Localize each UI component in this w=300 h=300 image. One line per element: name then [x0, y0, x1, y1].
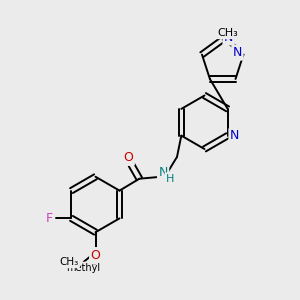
Text: methyl: methyl	[92, 264, 97, 265]
Text: O: O	[124, 152, 134, 164]
Text: O: O	[91, 248, 100, 262]
Text: CH₃: CH₃	[59, 257, 79, 267]
Text: methyl: methyl	[67, 263, 101, 273]
Text: N: N	[233, 46, 242, 59]
Text: N: N	[230, 129, 239, 142]
Text: N: N	[224, 31, 233, 44]
Text: N: N	[158, 166, 168, 179]
Text: CH₃: CH₃	[217, 28, 238, 38]
Text: H: H	[166, 174, 174, 184]
Text: F: F	[46, 212, 53, 225]
